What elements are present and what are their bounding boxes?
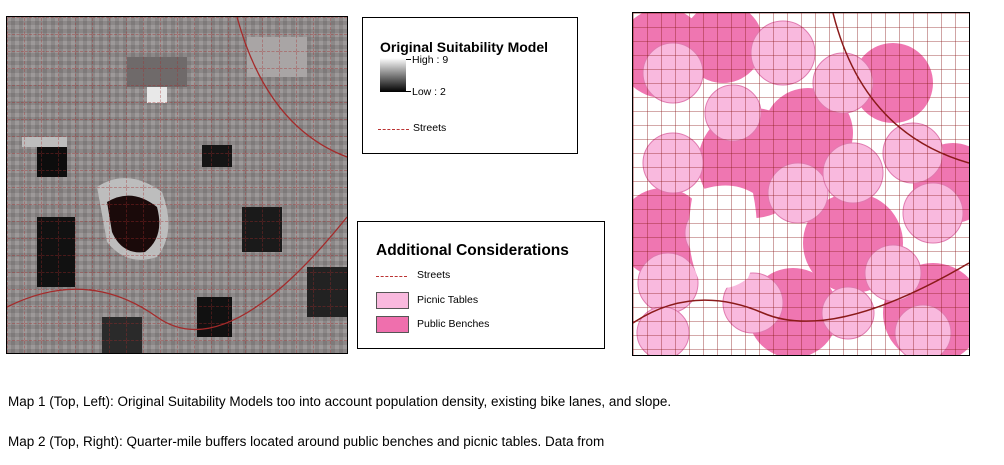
- high-tick: [406, 59, 411, 60]
- map2-caption: Map 2 (Top, Right): Quarter-mile buffers…: [8, 434, 605, 449]
- public-benches-label: Public Benches: [417, 318, 490, 330]
- suitability-legend: Original Suitability Model High : 9 Low …: [362, 17, 578, 154]
- streets-line-swatch: [378, 129, 409, 130]
- streets-label-2: Streets: [417, 269, 451, 281]
- streets-line-swatch-2: [376, 276, 407, 277]
- considerations-legend: Additional Considerations Streets Picnic…: [357, 221, 605, 349]
- picnic-tables-label: Picnic Tables: [417, 294, 479, 306]
- low-label: Low : 2: [412, 86, 446, 98]
- suitability-map: [6, 16, 348, 354]
- suitability-color-ramp: [380, 58, 406, 92]
- buffer-map: [632, 12, 970, 356]
- low-tick: [406, 91, 411, 92]
- buffer-map-canvas: [633, 13, 969, 355]
- public-benches-swatch: [376, 316, 409, 333]
- streets-label: Streets: [413, 122, 447, 134]
- considerations-legend-title: Additional Considerations: [376, 242, 569, 259]
- high-label: High : 9: [412, 54, 449, 66]
- suitability-map-canvas: [7, 17, 347, 353]
- map1-caption: Map 1 (Top, Left): Original Suitability …: [8, 394, 672, 409]
- picnic-tables-swatch: [376, 292, 409, 309]
- suitability-legend-title: Original Suitability Model: [380, 39, 549, 55]
